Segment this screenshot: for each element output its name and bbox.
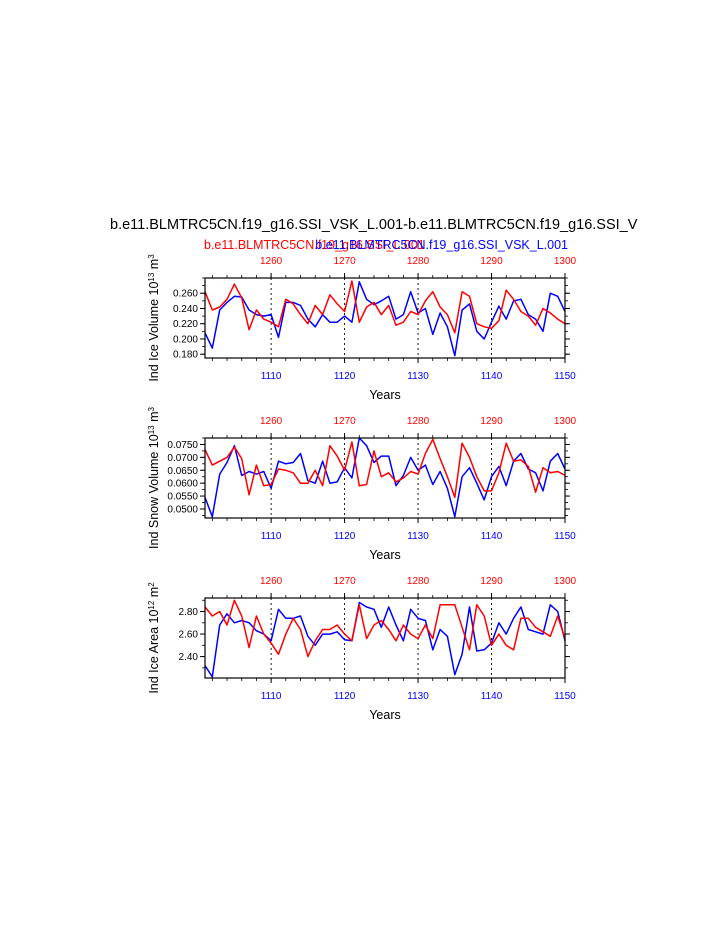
chart-panel-1: 0.180 0.200 0.220 0.240 0.260 1110 1120 1130 114… [147,254,577,402]
y-axis-label-superscript: 12 [147,600,156,609]
x-tick-label-bottom: 1110 [261,691,282,702]
x-axis-label: Years [369,708,401,722]
x-tick-label-bottom: 1150 [554,531,576,542]
x-tick-label-top: 1300 [554,416,577,427]
y-tick-label: 0.240 [173,304,198,315]
x-tick-label-bottom: 1150 [554,371,576,382]
panels: 0.180 0.200 0.220 0.240 0.260 1110 1120 1130 114… [147,254,577,722]
y-axis-label-superscript: 13 [147,425,156,434]
x-tick-label-top: 1290 [480,256,503,267]
y-axis-label: Ind Ice Volume 1013 m3 [147,254,162,382]
y-tick-label: 0.220 [173,319,198,330]
y-axis-label-text: m [147,587,161,601]
x-tick-label-bottom: 1150 [554,691,576,702]
x-tick-label-bottom: 1110 [261,531,282,542]
y-tick-label: 0.260 [173,289,198,300]
x-tick-label-top: 1280 [407,576,430,587]
y-tick-label: 0.180 [173,350,198,361]
x-tick-label-top: 1290 [480,576,503,587]
series-line-red [204,280,566,334]
y-tick-label: 0.200 [173,334,198,345]
y-axis-label: Ind Snow Volume 1013 m3 [147,406,162,548]
y-tick-label: 2.40 [179,652,199,663]
x-tick-label-top: 1260 [260,416,283,427]
y-axis-label-superscript: 3 [147,406,156,411]
plot-frame [204,437,566,519]
x-axis-label: Years [369,388,401,402]
x-axis-label: Years [369,548,401,562]
x-tick-label-bottom: 1140 [481,531,503,542]
y-tick-label: 0.0500 [167,504,198,515]
y-tick-label: 2.80 [179,607,199,618]
chart-panel-3: 2.40 2.60 2.80 1110 1120 1130 1140 1150 1260 1270… [147,576,577,722]
y-axis-label: Ind Ice Area 1012 m2 [147,582,162,694]
x-tick-label-top: 1260 [260,576,283,587]
y-axis-label-text: m [147,259,161,273]
x-tick-label-top: 1300 [554,256,577,267]
y-axis-label-superscript: 3 [147,254,156,259]
plot-frame [204,277,566,359]
series-line-red [204,438,566,499]
y-axis-label-text: m [147,411,161,425]
y-tick-label: 0.0700 [167,453,198,464]
series-line-blue [204,601,566,678]
y-axis-label-text: Ind Ice Volume 10 [147,282,161,382]
y-axis-label-superscript: 13 [147,272,156,281]
series-line-blue [204,281,566,357]
x-tick-label-bottom: 1110 [261,371,282,382]
x-tick-label-top: 1280 [407,416,430,427]
x-tick-label-top: 1270 [333,416,356,427]
subtitle-blue: b.e11.BLMTRC5CN.f19_g16.SSI_VSK_L.001 [315,238,568,252]
x-tick-label-top: 1270 [333,256,356,267]
x-tick-label-top: 1290 [480,416,503,427]
x-tick-label-top: 1270 [333,576,356,587]
y-axis-label-text: Ind Snow Volume 10 [147,434,161,549]
x-tick-label-top: 1280 [407,256,430,267]
y-tick-label: 0.0650 [167,466,198,477]
series-line-blue [204,437,566,518]
y-tick-label: 0.0750 [167,440,198,451]
x-tick-label-top: 1260 [260,256,283,267]
x-tick-label-bottom: 1120 [334,531,356,542]
x-tick-label-top: 1300 [554,576,577,587]
y-tick-label: 2.60 [179,630,199,641]
x-tick-label-bottom: 1120 [334,371,356,382]
y-axis-label-text: Ind Ice Area 10 [147,610,161,694]
plot-frame [204,597,566,679]
x-tick-label-bottom: 1120 [334,691,356,702]
y-tick-label: 0.0550 [167,492,198,503]
series-line-red [204,599,566,658]
subtitle-red: b.e11.BLMTRC5CN.f19_g16.SSI_L.001 [204,238,425,252]
x-tick-label-bottom: 1130 [407,371,429,382]
figure-title: b.e11.BLMTRC5CN.f19_g16.SSI_VSK_L.001-b.… [110,217,638,233]
x-tick-label-bottom: 1130 [407,531,429,542]
x-tick-label-bottom: 1140 [481,371,503,382]
y-tick-label: 0.0600 [167,479,198,490]
y-axis-label-superscript: 2 [147,582,156,587]
x-tick-label-bottom: 1130 [407,691,429,702]
x-tick-label-bottom: 1140 [481,691,503,702]
